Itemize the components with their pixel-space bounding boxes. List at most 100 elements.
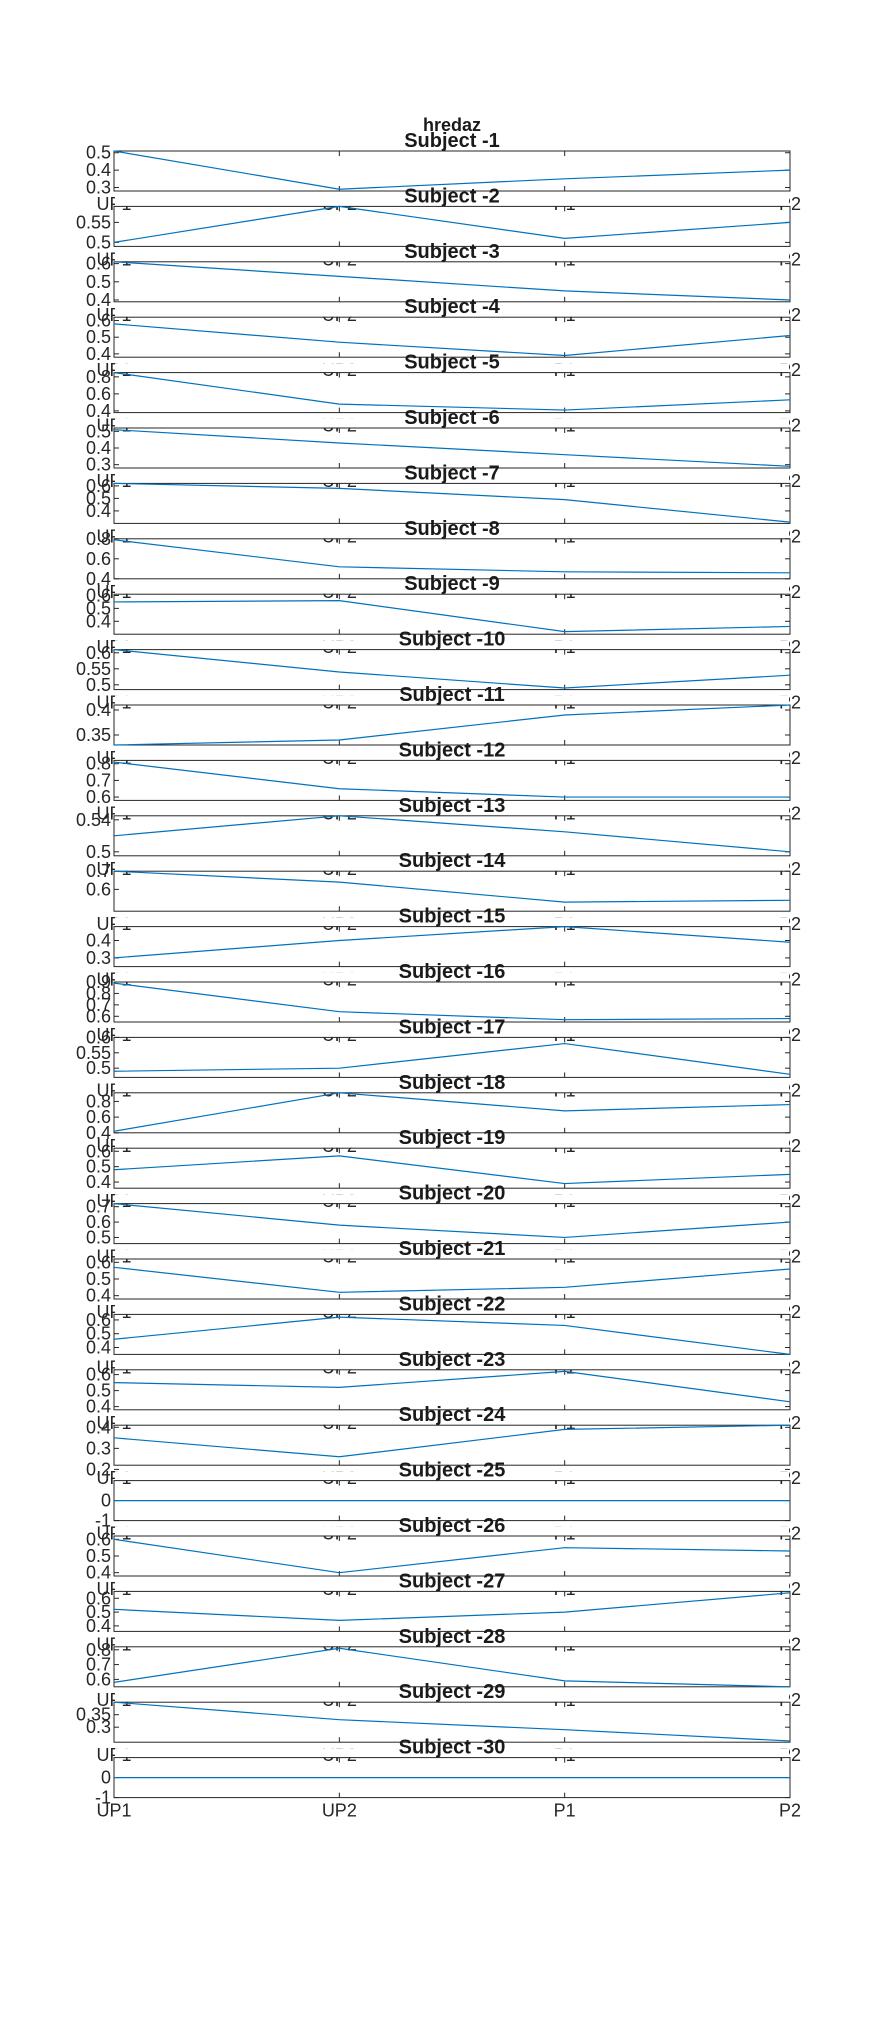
y-tick-label: 0.6: [86, 1310, 111, 1330]
subplot-title: Subject -2: [404, 185, 500, 207]
subplot-19: Subject -190.40.50.6UP1UP2P1P2: [86, 1127, 801, 1211]
overlap-mask: [115, 1471, 789, 1481]
subplot-title: Subject -20: [399, 1183, 506, 1205]
series-line: [113, 1316, 791, 1355]
subplot-title: Subject -28: [399, 1626, 506, 1648]
axes-box: [113, 372, 791, 414]
overlap-mask: [115, 418, 789, 428]
y-tick-label: 0.5: [86, 421, 111, 441]
series-line: [113, 1538, 791, 1574]
overlap-mask: [115, 1028, 789, 1037]
series-line: [113, 925, 791, 959]
series-line: [113, 870, 791, 903]
y-tick-label: 0.4: [86, 290, 111, 310]
subplot-1: Subject -10.30.40.5UP1UP2P1P2: [86, 130, 801, 214]
overlap-mask: [115, 1305, 789, 1314]
axes-box: [113, 205, 791, 247]
subplot-21: Subject -210.40.50.6UP1UP2P1P2: [86, 1238, 801, 1322]
series-line: [113, 1701, 791, 1742]
axes-box: [113, 704, 791, 746]
y-tick-label: 0.4: [86, 1563, 111, 1583]
y-tick-label: 0.6: [86, 1365, 111, 1385]
subplot-title: Subject -12: [399, 739, 506, 761]
axes-box: [113, 926, 791, 968]
y-tick-label: 0.55: [76, 212, 111, 232]
y-tick-label: 0.6: [86, 585, 111, 605]
series-line: [113, 323, 791, 357]
series-line: [113, 1370, 791, 1403]
y-tick-label: 0.4: [86, 611, 111, 631]
y-tick-label: 0.3: [86, 455, 111, 475]
y-tick-label: 0.54: [76, 810, 111, 830]
subplot-15: Subject -150.30.4UP1UP2P1P2: [86, 906, 801, 990]
subplot-title: Subject -6: [404, 407, 500, 429]
y-tick-label: 0.9: [86, 972, 111, 992]
overlap-mask: [115, 695, 789, 705]
axes-box: [113, 1369, 791, 1411]
y-tick-label: -1: [95, 1788, 111, 1808]
overlap-mask: [115, 751, 789, 760]
axes-box: [113, 1590, 791, 1632]
x-tick-label: UP2: [322, 1801, 357, 1821]
y-tick-label: 0.6: [86, 311, 111, 331]
y-tick-label: 0: [101, 1491, 111, 1511]
y-tick-label: 0.6: [86, 1252, 111, 1272]
subplot-title: Subject -15: [399, 906, 506, 928]
y-tick-label: 0.7: [86, 1197, 111, 1217]
y-tick-label: 0.4: [86, 344, 111, 364]
y-tick-label: 0.4: [86, 700, 111, 720]
series-line: [113, 1203, 791, 1239]
series-line: [113, 649, 791, 689]
series-line: [113, 429, 791, 467]
y-tick-label: 0.4: [86, 438, 111, 458]
subplot-13: Subject -130.50.54UP1UP2P1P2: [76, 795, 801, 879]
subplot-title: Subject -29: [399, 1681, 506, 1703]
y-tick-label: 0.6: [86, 1529, 111, 1549]
y-tick-label: 0.8: [86, 529, 111, 549]
subplot-title: Subject -11: [399, 684, 505, 706]
subplot-title: Subject -4: [404, 296, 500, 318]
overlap-mask: [115, 252, 789, 262]
series-line: [113, 1424, 791, 1458]
y-tick-label: 0.6: [86, 549, 111, 569]
overlap-mask: [115, 584, 789, 594]
overlap-mask: [115, 474, 789, 483]
y-tick-label: 0.4: [86, 1417, 111, 1437]
series-line: [113, 539, 791, 574]
overlap-mask: [115, 972, 789, 982]
overlap-mask: [115, 1637, 789, 1647]
y-tick-label: 0.6: [86, 384, 111, 404]
y-tick-label: 0.3: [86, 948, 111, 968]
y-tick-label: 0.4: [86, 401, 111, 421]
y-tick-label: 0.4: [86, 501, 111, 521]
subplot-title: Subject -1: [404, 130, 500, 152]
subplot-30: Subject -30 -10 UP1 UP2 P1 P2: [95, 1737, 801, 1821]
subplot-16: Subject -160.60.70.80.9UP1UP2P1P2: [86, 961, 801, 1045]
y-tick-label: 0.55: [76, 659, 111, 679]
subplot-29: Subject -290.30.35UP1UP2P1P2: [76, 1681, 801, 1765]
subplot-title: Subject -7: [404, 462, 500, 484]
series-line: [113, 205, 791, 243]
y-tick-label: 0.5: [86, 1269, 111, 1289]
y-tick-label: 0.6: [86, 1669, 111, 1689]
series-line: [113, 761, 790, 798]
axes-box: [113, 1092, 791, 1134]
y-tick-label: 0.5: [86, 1546, 111, 1566]
y-tick-label: 0.5: [86, 232, 111, 252]
axes-box: [113, 649, 791, 691]
subplot-3: Subject -30.40.50.6UP1UP2P1P2: [86, 241, 801, 325]
y-tick-label: 0.5: [86, 1602, 111, 1622]
y-tick-label: 0.8: [86, 367, 111, 387]
subplot-title: Subject -27: [399, 1570, 506, 1592]
subplot-12: Subject -120.60.70.8UP1UP2P1P2: [86, 739, 801, 823]
y-tick-label: 0.4: [86, 1286, 111, 1306]
series-line: [113, 815, 791, 853]
subplot-17: Subject -170.50.550.6UP1UP2P1P2: [76, 1016, 801, 1100]
subplot-title: Subject -21: [399, 1238, 506, 1260]
y-tick-label: 0.5: [86, 598, 111, 618]
subplot-26: Subject -260.40.50.6UP1UP2P1P2: [86, 1515, 801, 1599]
axes-box: [113, 593, 791, 635]
y-tick-label: 0.4: [86, 931, 111, 951]
overlap-mask: [115, 1194, 789, 1204]
